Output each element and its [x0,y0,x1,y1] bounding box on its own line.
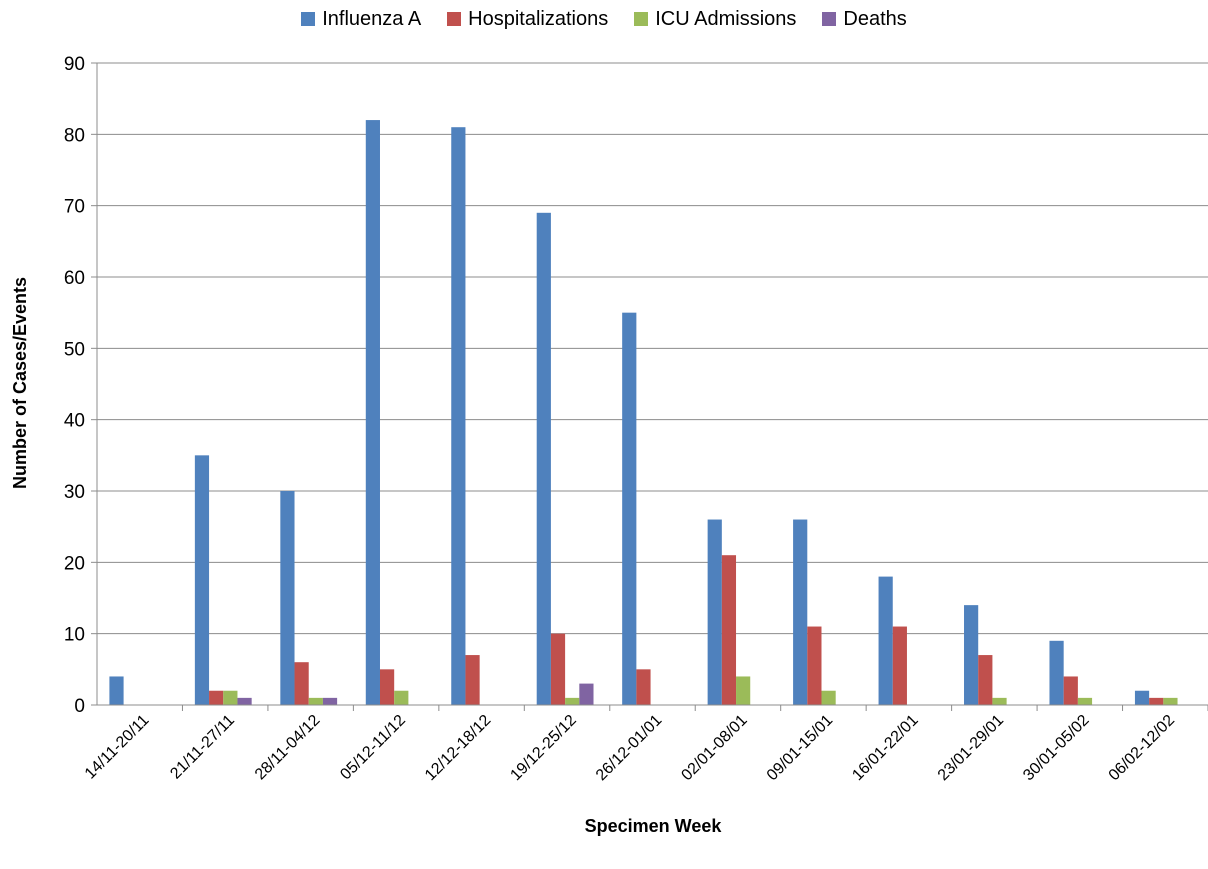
y-tick-label: 60 [64,268,85,289]
legend-label-icu-admissions: ICU Admissions [655,8,797,30]
x-axis-title: Specimen Week [585,816,723,836]
x-tick-label: 02/01-08/01 [678,712,750,784]
y-tick-label: 70 [64,197,85,218]
legend-swatch-hospitalizations [447,12,462,26]
bar-hospitalizations [1063,676,1078,705]
bar-influenza-a [451,127,466,705]
bar-icu-admissions [223,690,238,705]
bar-influenza-a [365,120,380,706]
x-tick-label: 19/12-25/12 [507,712,579,784]
bar-icu-admissions [1077,697,1093,705]
x-tick-label: 26/12-01/01 [593,712,665,784]
bar-hospitalizations [1149,697,1164,705]
bar-hospitalizations [636,669,651,705]
legend-swatch-icu-admissions [634,12,649,26]
legend-label-deaths: Deaths [843,8,907,30]
y-tick-label: 90 [64,54,85,75]
bars [109,120,1178,706]
legend-item-hospitalizations: Hospitalizations [447,6,608,32]
legend-item-influenza-a: Influenza A [301,6,421,32]
bar-hospitalizations [721,555,737,705]
x-tick-label: 05/12-11/12 [337,712,409,784]
y-axis-ticks: 0 10 20 30 40 50 60 70 80 90 [64,54,97,717]
bar-hospitalizations [550,633,566,705]
bar-influenza-a [1134,690,1150,705]
bar-hospitalizations [465,655,480,705]
x-tick-label: 06/02-12/02 [1106,712,1178,784]
bar-icu-admissions [394,690,409,705]
x-tick-label: 14/11-20/11 [82,712,153,783]
gridlines [97,62,1208,635]
y-tick-label: 80 [64,125,85,146]
bar-icu-admissions [565,697,580,705]
y-tick-label: 20 [64,553,85,574]
x-tick-label: 23/01-29/01 [935,712,1007,784]
bar-influenza-a [1049,640,1064,705]
legend-label-influenza-a: Influenza A [322,8,422,30]
bar-influenza-a [109,676,124,705]
bar-icu-admissions [308,697,323,705]
bar-influenza-a [536,212,551,706]
bar-icu-admissions [992,697,1007,705]
axes [96,63,1208,706]
bar-deaths [579,683,594,705]
y-axis-title: Number of Cases/Events [10,277,30,489]
bar-deaths [322,697,338,705]
chart-legend: Influenza A Hospitalizations ICU Admissi… [0,6,1208,32]
y-tick-label: 40 [64,411,85,432]
bar-influenza-a [194,455,210,705]
legend-swatch-deaths [822,12,837,26]
bar-hospitalizations [892,626,907,705]
bar-deaths [237,697,252,705]
bar-icu-admissions [1163,697,1178,705]
x-tick-label: 12/12-18/12 [422,712,494,784]
bar-hospitalizations [379,669,395,705]
y-tick-label: 10 [64,625,85,646]
x-tick-label: 09/01-15/01 [764,712,836,784]
bar-influenza-a [280,491,295,705]
bar-influenza-a [878,576,893,705]
y-tick-label: 50 [64,339,85,360]
bar-influenza-a [793,519,808,705]
legend-label-hospitalizations: Hospitalizations [468,8,609,30]
legend-swatch-influenza-a [301,12,316,26]
y-tick-label: 30 [64,482,85,503]
x-axis-ticks: 14/11-20/11 21/11-27/11 28/11-04/12 05/12-1… [82,705,1208,784]
x-tick-label: 16/01-22/01 [849,712,921,784]
bar-hospitalizations [294,662,309,705]
legend-item-icu-admissions: ICU Admissions [634,6,796,32]
legend-item-deaths: Deaths [822,6,907,32]
x-tick-label: 30/01-05/02 [1020,712,1092,784]
bar-icu-admissions [736,676,751,705]
bar-influenza-a [622,312,637,705]
x-tick-label: 28/11-04/12 [252,712,324,784]
bar-hospitalizations [209,690,224,705]
bar-icu-admissions [821,690,836,705]
bar-influenza-a [964,605,979,705]
y-tick-label: 0 [74,696,85,717]
bar-hospitalizations [807,626,822,705]
x-tick-label: 21/11-27/11 [167,712,238,783]
bar-hospitalizations [978,655,993,705]
bar-influenza-a [707,519,722,705]
